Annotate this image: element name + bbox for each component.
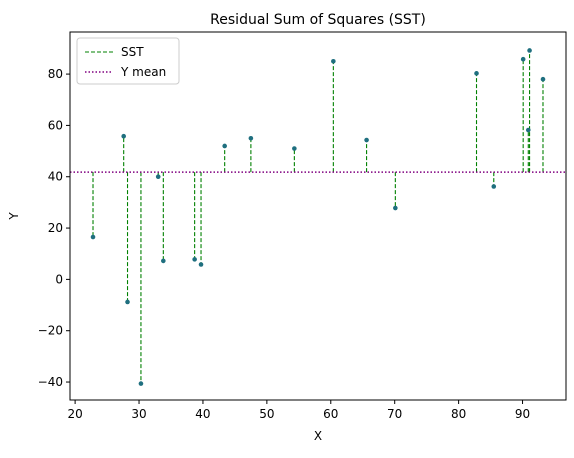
data-point-10 (292, 146, 297, 151)
data-point-16 (520, 56, 526, 62)
x-tick-label: 20 (67, 407, 82, 421)
x-axis-label: X (314, 429, 322, 443)
data-point-19 (540, 76, 546, 82)
y-tick-label: 20 (48, 221, 63, 235)
data-point-12 (364, 137, 369, 143)
data-point-18 (527, 48, 532, 53)
x-tick-label: 60 (323, 407, 338, 421)
data-point-11 (331, 58, 336, 64)
y-tick-label: 40 (48, 170, 63, 184)
data-point-14 (474, 71, 479, 76)
data-point-7 (198, 262, 204, 267)
legend-label-y-mean: Y mean (120, 65, 166, 79)
data-point-15 (491, 184, 497, 189)
x-tick-label: 80 (451, 407, 466, 421)
y-tick-label: 80 (48, 67, 63, 81)
y-axis: −40 −20 0 20 40 60 80 (38, 67, 70, 389)
plot-frame (69, 31, 567, 401)
data-point-4 (155, 174, 161, 180)
data-point-9 (248, 135, 254, 141)
x-axis: 20 30 40 50 60 70 80 90 (67, 400, 530, 421)
legend: SST Y mean (76, 37, 180, 85)
y-tick-label: 0 (55, 272, 63, 286)
data-point-17 (525, 127, 531, 133)
x-tick-label: 70 (387, 407, 402, 421)
y-tick-label: −20 (38, 324, 63, 338)
plot-area (70, 48, 566, 386)
data-point-6 (192, 257, 197, 262)
data-point-8 (222, 143, 227, 149)
y-tick-label: 60 (48, 118, 63, 132)
y-tick-label: −40 (38, 375, 63, 389)
x-tick-label: 50 (259, 407, 274, 421)
x-tick-label: 40 (195, 407, 210, 421)
y-axis-label: Y (7, 212, 21, 221)
x-tick-label: 30 (131, 407, 146, 421)
data-point-2 (125, 299, 130, 305)
data-point-3 (138, 381, 144, 386)
x-tick-label: 90 (515, 407, 530, 421)
data-point-0 (90, 234, 96, 240)
chart-title: Residual Sum of Squares (SST) (210, 12, 426, 28)
data-point-1 (121, 133, 126, 139)
legend-label-sst: SST (121, 45, 144, 59)
data-point-13 (393, 205, 398, 211)
data-point-5 (161, 258, 166, 264)
